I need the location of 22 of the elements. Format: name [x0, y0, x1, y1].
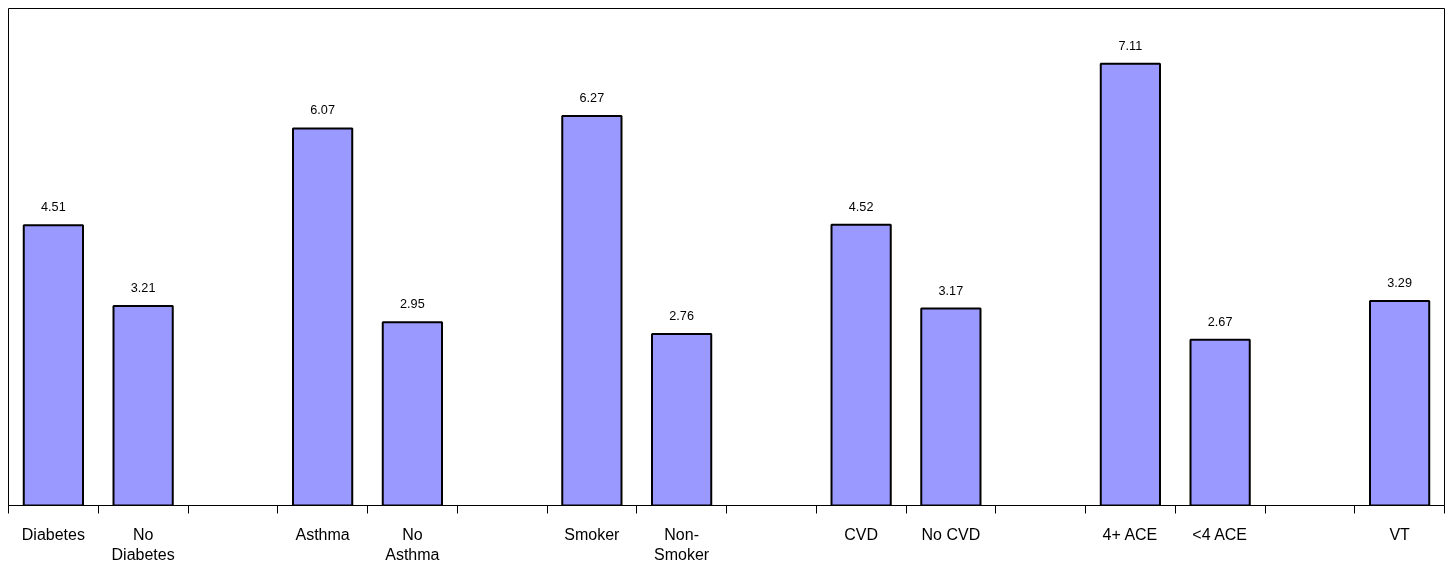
data-label: 2.95	[400, 297, 425, 312]
data-label: 2.76	[669, 309, 694, 324]
x-tick-label: No CVD	[921, 525, 981, 543]
x-tick-label: <4 ACE	[1192, 525, 1248, 543]
data-label: 3.17	[938, 283, 964, 298]
data-label: 4.52	[848, 199, 874, 214]
data-label: 3.29	[1387, 276, 1412, 291]
x-tick-label: No Asthma	[385, 525, 440, 563]
x-tick-label: Smoker	[564, 525, 621, 543]
data-label: 6.27	[579, 90, 605, 105]
x-tick-label: VT	[1389, 525, 1411, 543]
x-tick-label: No Diabetes	[111, 525, 175, 563]
data-label: 7.11	[1118, 38, 1143, 53]
data-label: 6.07	[310, 103, 335, 118]
x-tick-label: Diabetes	[21, 525, 85, 543]
data-label: 3.21	[130, 281, 156, 296]
x-tick-label: 4+ ACE	[1102, 525, 1158, 543]
data-label: 4.51	[41, 200, 66, 215]
x-tick-label: CVD	[844, 525, 879, 543]
x-tick-label: Asthma	[295, 525, 350, 543]
data-label: 2.67	[1207, 314, 1233, 329]
x-tick-label: Non- Smoker	[654, 525, 710, 563]
